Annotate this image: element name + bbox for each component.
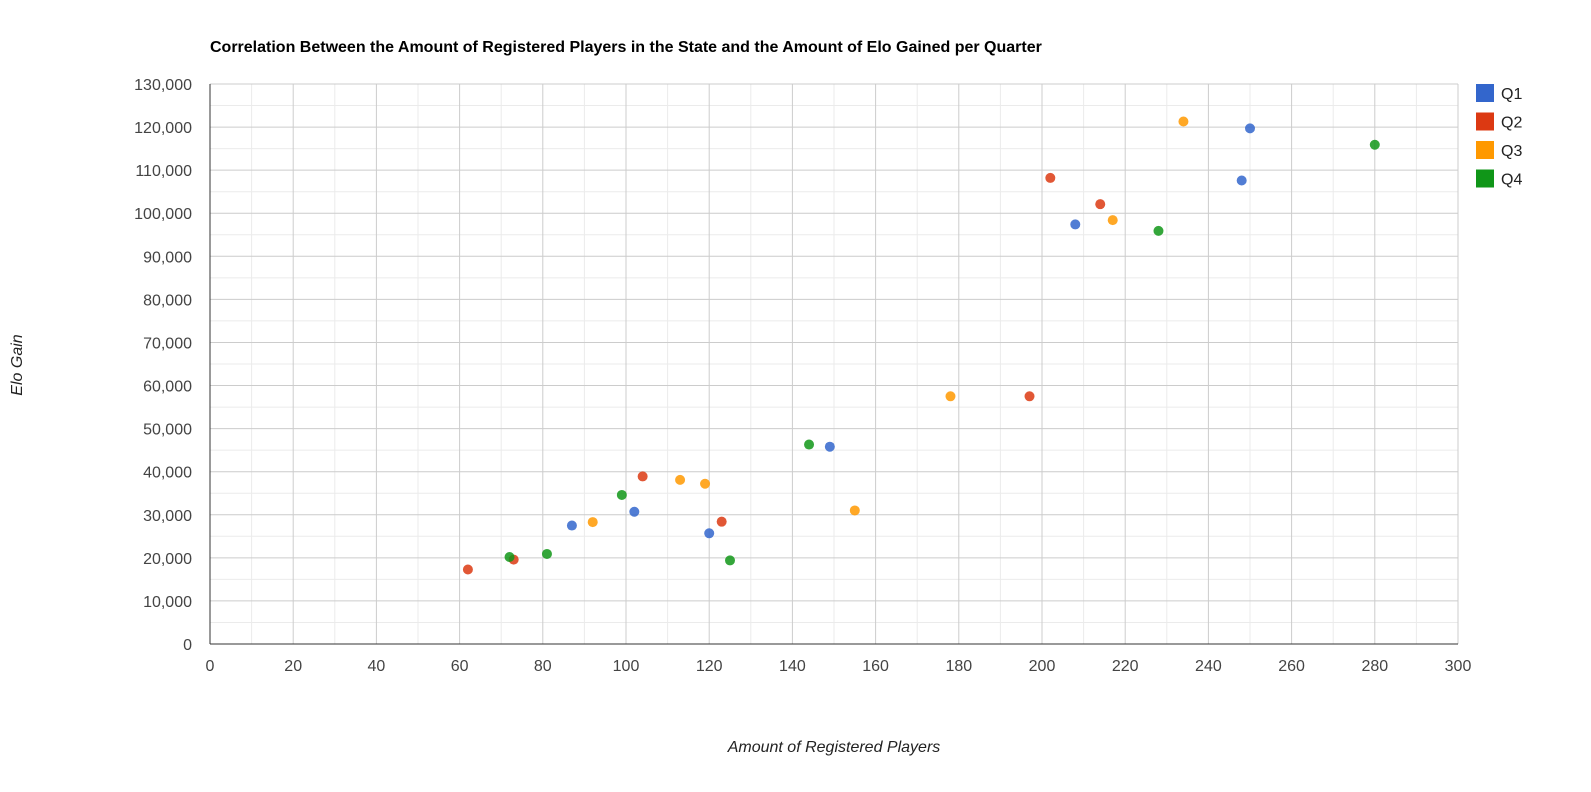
data-point-q4[interactable] bbox=[804, 439, 815, 450]
y-tick-label: 70,000 bbox=[143, 335, 192, 352]
legend: Q1 Q2 Q3 Q4 bbox=[1476, 84, 1522, 189]
legend-swatch-q4 bbox=[1476, 169, 1494, 188]
y-tick-label: 100,000 bbox=[134, 206, 192, 223]
data-point-q3[interactable] bbox=[675, 474, 686, 485]
x-tick-label: 100 bbox=[613, 658, 640, 675]
chart-title: Correlation Between the Amount of Regist… bbox=[210, 39, 1042, 56]
data-point-q3[interactable] bbox=[849, 505, 860, 516]
legend-label-q4: Q4 bbox=[1501, 172, 1522, 189]
data-point-q1[interactable] bbox=[824, 441, 835, 452]
data-point-q2[interactable] bbox=[462, 564, 473, 575]
data-point-q1[interactable] bbox=[1236, 175, 1247, 186]
x-tick-label: 240 bbox=[1195, 658, 1222, 675]
axes: 0 20 40 60 80 100 120 140 160 180 200 220 240 260 280 3… bbox=[134, 77, 1471, 675]
x-tick-label: 40 bbox=[368, 658, 386, 675]
x-tick-label: 200 bbox=[1029, 658, 1056, 675]
data-point-q1[interactable] bbox=[704, 528, 715, 539]
legend-swatch-q3 bbox=[1476, 141, 1494, 159]
data-point-q4[interactable] bbox=[1369, 139, 1380, 150]
x-tick-label: 120 bbox=[696, 658, 723, 675]
y-tick-label: 130,000 bbox=[134, 77, 192, 94]
y-tick-label: 120,000 bbox=[134, 120, 192, 137]
y-tick-label: 30,000 bbox=[143, 508, 192, 525]
y-tick-label: 90,000 bbox=[143, 249, 192, 266]
legend-swatch-q1 bbox=[1476, 84, 1494, 102]
data-point-q1[interactable] bbox=[1245, 123, 1255, 134]
data-point-q1[interactable] bbox=[566, 520, 577, 531]
data-point-q4[interactable] bbox=[725, 555, 735, 566]
y-tick-label: 0 bbox=[183, 637, 192, 654]
data-point-q3[interactable] bbox=[587, 517, 598, 528]
data-point-q1[interactable] bbox=[1070, 219, 1081, 230]
x-tick-label: 260 bbox=[1278, 658, 1305, 675]
legend-label-q1: Q1 bbox=[1501, 86, 1522, 103]
y-axis-label: Elo Gain bbox=[9, 334, 26, 395]
data-point-q2[interactable] bbox=[1095, 199, 1106, 210]
x-tick-label: 160 bbox=[862, 658, 889, 675]
legend-label-q3: Q3 bbox=[1501, 143, 1522, 160]
y-tick-label: 60,000 bbox=[143, 379, 192, 396]
y-tick-label: 50,000 bbox=[143, 422, 192, 439]
y-tick-label: 20,000 bbox=[143, 551, 192, 568]
x-tick-label: 280 bbox=[1361, 658, 1388, 675]
data-point-q4[interactable] bbox=[616, 489, 627, 500]
x-tick-label: 60 bbox=[451, 658, 469, 675]
x-tick-label: 140 bbox=[779, 658, 806, 675]
data-point-q1[interactable] bbox=[629, 506, 640, 517]
data-point-q2[interactable] bbox=[1024, 391, 1035, 402]
x-tick-label: 80 bbox=[534, 658, 552, 675]
x-tick-label: 220 bbox=[1112, 658, 1139, 675]
y-tick-label: 80,000 bbox=[143, 292, 192, 309]
data-point-q4[interactable] bbox=[541, 548, 552, 559]
data-point-q4[interactable] bbox=[504, 551, 515, 562]
gridlines bbox=[210, 83, 1459, 644]
legend-label-q2: Q2 bbox=[1501, 115, 1522, 132]
data-point-q4[interactable] bbox=[1153, 225, 1164, 236]
x-tick-label: 300 bbox=[1445, 658, 1472, 675]
x-axis-label: Amount of Registered Players bbox=[727, 739, 941, 756]
data-points bbox=[462, 116, 1380, 575]
y-tick-label: 40,000 bbox=[143, 465, 192, 482]
y-tick-label: 110,000 bbox=[135, 163, 192, 180]
legend-swatch-q2 bbox=[1476, 112, 1494, 131]
data-point-q2[interactable] bbox=[637, 471, 648, 482]
x-tick-label: 180 bbox=[945, 658, 972, 675]
data-point-q3[interactable] bbox=[1107, 215, 1118, 226]
data-point-q2[interactable] bbox=[1045, 172, 1056, 183]
data-point-q3[interactable] bbox=[700, 478, 711, 489]
data-point-q3[interactable] bbox=[1178, 116, 1189, 127]
x-tick-label: 20 bbox=[284, 658, 302, 675]
y-tick-label: 10,000 bbox=[143, 594, 192, 611]
data-point-q3[interactable] bbox=[945, 391, 956, 402]
data-point-q2[interactable] bbox=[716, 516, 727, 527]
x-tick-label: 0 bbox=[206, 658, 215, 675]
